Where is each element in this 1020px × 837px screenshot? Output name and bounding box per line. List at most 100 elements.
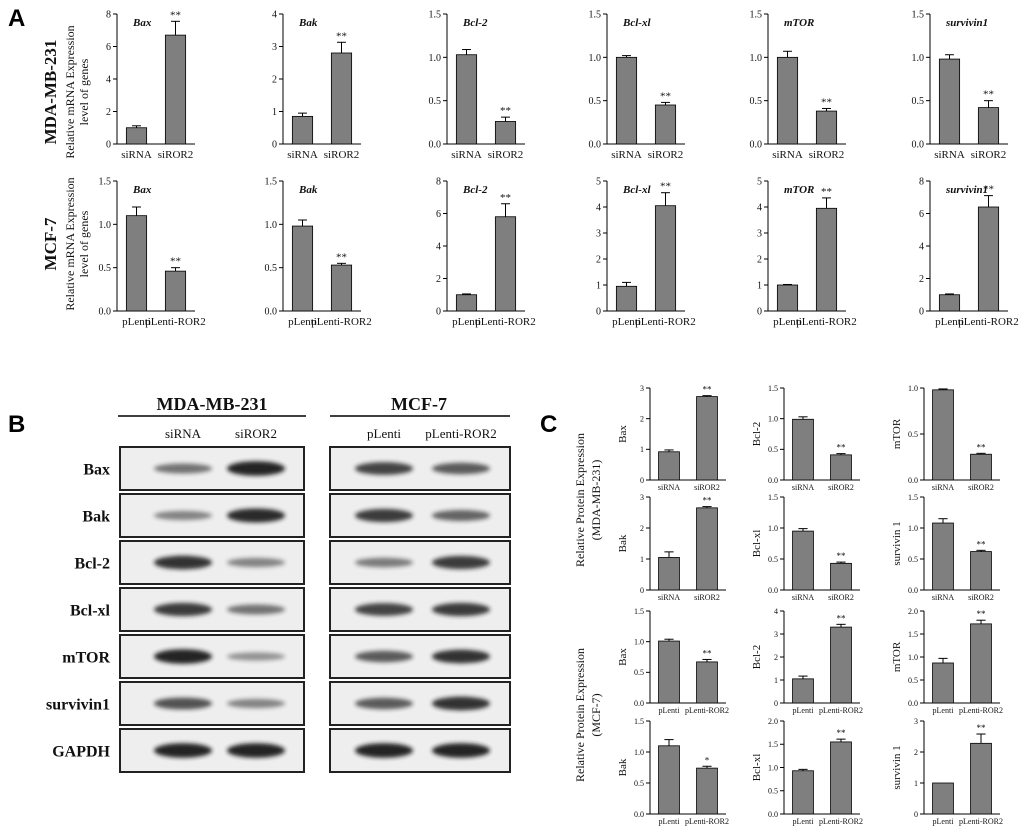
significance-label: ** [703, 496, 713, 506]
y-tick-label: 2 [774, 653, 778, 662]
y-tick-label: 0 [106, 140, 111, 151]
category-label: pLenti [935, 316, 964, 328]
chart-a-11-survivin1: 0 2 4 6 8 survivin1 pLenti ** pLenti-ROR2 [919, 177, 1019, 329]
y-tick-label: 1.0 [750, 53, 763, 64]
y-tick-label: 1 [596, 281, 601, 292]
category-label: siROR2 [648, 149, 683, 161]
row-label-mcf: MCF-7 [41, 217, 60, 270]
category-label: siRNA [934, 149, 965, 161]
chart-a-3-bcl-xl: 0.0 0.5 1.0 1.5 Bcl-xl siRNA ** siROR2 [589, 10, 685, 161]
category-label: siROR2 [828, 593, 854, 602]
y-tick-label: 2.0 [768, 717, 778, 726]
category-label: siROR2 [158, 149, 193, 161]
chart-c-11-survivin-1: 0 1 2 3 survivin 1 pLenti ** pLenti-ROR2 [891, 717, 1003, 826]
bar-siror2 [830, 454, 852, 481]
bar-sirna [615, 56, 638, 145]
panel-a-charts: 0 2 4 6 8 Bax siRNA ** siROR2 0 1 2 3 4 Bak siRNA ** siRO… [99, 9, 1019, 328]
y-tick-label: 1.5 [768, 493, 778, 502]
significance-label: ** [660, 90, 671, 102]
bar-plenti-ror2 [815, 207, 838, 312]
chart-c-1-bcl-2: 0.0 0.5 1.0 1.5 Bcl-2 siRNA ** siROR2 [751, 384, 860, 492]
y-tick-label: 0.5 [99, 263, 112, 274]
blot-lane-plenti-ror2: pLenti-ROR2 [425, 426, 497, 441]
y-tick-label: 0 [774, 699, 778, 708]
significance-label: ** [983, 184, 994, 196]
y-tick-label: 1.5 [634, 717, 644, 726]
significance-label: ** [977, 609, 987, 619]
blot-lane-siror2: siROR2 [235, 426, 277, 441]
significance-label: ** [977, 442, 987, 452]
y-tick-label: 1.0 [768, 763, 778, 772]
y-tick-label: 0.0 [908, 476, 918, 485]
blot-band [432, 462, 490, 475]
category-label: siRNA [287, 149, 318, 161]
significance-label: ** [977, 539, 987, 549]
blot-band [154, 602, 212, 617]
bar-plenti-ror2 [970, 742, 992, 815]
significance-label: ** [837, 728, 847, 738]
panel-letter-a: A [8, 5, 25, 32]
y-tick-label: 0.5 [912, 96, 925, 107]
category-label: siROR2 [694, 483, 720, 492]
y-tick-label: 0.0 [634, 810, 644, 819]
bar-plenti [792, 770, 814, 815]
blot-row-survivin1: survivin1 [46, 681, 511, 726]
row-ylabel-mcf-2: level of genes [77, 210, 91, 277]
y-tick-label: 1.0 [908, 524, 918, 533]
y-tick-label: 0.0 [265, 307, 278, 318]
panel-c-ylabel-bottom-2: (MCF-7) [589, 693, 603, 736]
y-tick-label: 3 [272, 42, 277, 53]
y-tick-label: 0.0 [912, 140, 925, 151]
panel-letter-b: B [8, 411, 25, 438]
y-tick-label: 2 [640, 524, 644, 533]
significance-label: ** [703, 385, 713, 395]
chart-c-7-bcl-2: 0 1 2 3 4 Bcl-2 pLenti ** pLenti-ROR2 [751, 607, 863, 715]
bar-plenti-ror2 [696, 767, 718, 815]
blot-band [432, 510, 490, 521]
y-tick-label: 1.0 [429, 53, 442, 64]
category-label: pLenti [612, 316, 641, 328]
y-tick-label: 2 [272, 75, 277, 86]
blot-row-label: survivin1 [46, 697, 110, 714]
chart-title: survivin1 [945, 184, 988, 196]
y-tick-label: 0.0 [768, 476, 778, 485]
y-tick-label: 0.5 [768, 445, 778, 454]
bar-plenti-ror2 [164, 270, 187, 312]
bar-sirna [932, 389, 954, 481]
y-tick-label: 1.5 [750, 10, 763, 21]
chart-title: Bcl-xl [751, 754, 763, 782]
chart-a-8-bcl-2: 0 2 4 6 8 Bcl-2 pLenti ** pLenti-ROR2 [436, 177, 536, 329]
bar-plenti [938, 294, 961, 312]
panel-c-ylabel-top-2: (MDA-MB-231) [589, 460, 603, 541]
bar-siror2 [815, 110, 838, 145]
y-tick-label: 1.5 [589, 10, 602, 21]
significance-label: ** [660, 181, 671, 193]
y-tick-label: 1 [272, 107, 277, 118]
blot-band [355, 650, 413, 663]
y-tick-label: 2 [919, 274, 924, 285]
y-tick-label: 1.0 [634, 637, 644, 646]
y-tick-label: 2.0 [908, 607, 918, 616]
chart-title: survivin1 [945, 17, 988, 29]
blot-band [355, 743, 413, 758]
panel-b-western-blot: MDA-MB-231 MCF-7 siRNA siROR2 pLenti pLe… [46, 394, 511, 773]
y-tick-label: 0 [272, 140, 277, 151]
y-tick-label: 1.5 [429, 10, 442, 21]
y-tick-label: 0.0 [429, 140, 442, 151]
y-tick-label: 6 [106, 42, 111, 53]
y-tick-label: 0 [757, 307, 762, 318]
y-tick-label: 0.5 [768, 555, 778, 564]
significance-label: ** [336, 251, 347, 263]
y-tick-label: 0.0 [768, 810, 778, 819]
bar-sirna [932, 522, 954, 591]
y-tick-label: 2 [436, 274, 441, 285]
significance-label: * [705, 755, 710, 765]
bar-siror2 [970, 551, 992, 591]
category-label: pLenti [773, 316, 802, 328]
y-tick-label: 1.0 [908, 653, 918, 662]
blot-band [432, 555, 490, 570]
blot-band [355, 557, 413, 568]
category-label: siROR2 [809, 149, 844, 161]
category-label: siROR2 [968, 593, 994, 602]
category-label: pLenti-ROR2 [635, 316, 696, 328]
